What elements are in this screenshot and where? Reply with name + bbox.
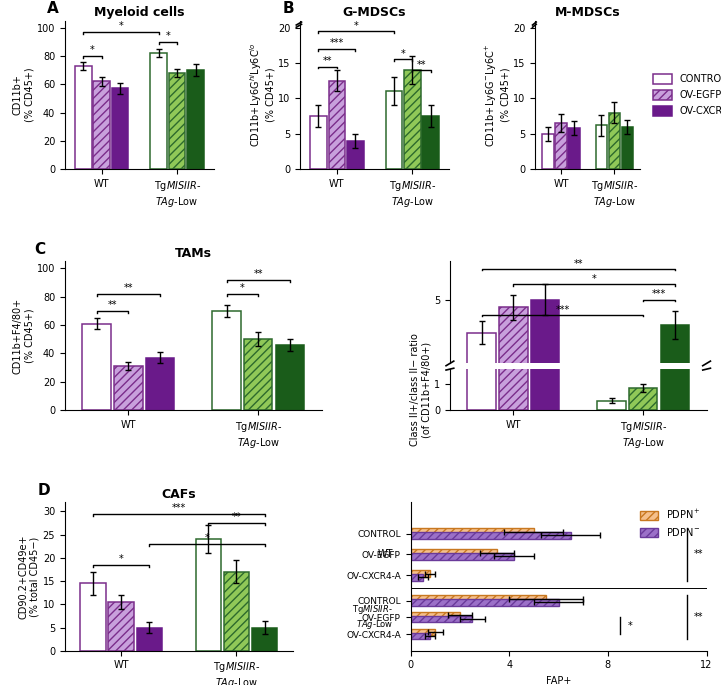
Bar: [568, 128, 580, 169]
Title: G-MDSCs: G-MDSCs: [342, 6, 407, 19]
Text: *: *: [354, 21, 358, 31]
Bar: [310, 116, 327, 169]
Bar: [660, 305, 689, 410]
Text: *: *: [119, 554, 123, 564]
Text: **: **: [107, 300, 118, 310]
Bar: [499, 308, 528, 427]
Bar: [114, 366, 143, 410]
Title: TAMs: TAMs: [174, 247, 212, 260]
Legend: CONTROL, OV-EGFP, OV-CXCR4-A: CONTROL, OV-EGFP, OV-CXCR4-A: [649, 70, 721, 120]
Text: WT: WT: [378, 549, 393, 560]
Title: M-MDSCs: M-MDSCs: [555, 6, 621, 19]
Text: B: B: [282, 1, 293, 16]
Bar: [499, 286, 528, 410]
Bar: [212, 311, 241, 410]
Bar: [622, 127, 633, 169]
Y-axis label: CD11b+Ly6G$^{-}$Ly6C$^{+}$
(% CD45+): CD11b+Ly6G$^{-}$Ly6C$^{+}$ (% CD45+): [484, 43, 510, 147]
Y-axis label: CD90.2+CD49e+
(% total CD45−): CD90.2+CD49e+ (% total CD45−): [18, 534, 40, 619]
Text: **: **: [694, 549, 704, 560]
Bar: [410, 612, 460, 619]
Text: **: **: [573, 259, 583, 269]
Title: Myeloid cells: Myeloid cells: [94, 6, 185, 19]
Bar: [187, 70, 204, 169]
Text: *: *: [401, 49, 405, 59]
Text: *: *: [240, 284, 244, 293]
Bar: [629, 406, 658, 427]
Bar: [410, 553, 514, 560]
Bar: [195, 539, 221, 651]
Bar: [410, 549, 497, 556]
Bar: [347, 141, 363, 169]
Text: *: *: [627, 621, 632, 631]
Text: ***: ***: [555, 305, 570, 314]
Text: **: **: [231, 512, 241, 523]
Bar: [410, 574, 423, 581]
Bar: [112, 88, 128, 169]
Bar: [136, 627, 162, 651]
Bar: [609, 112, 620, 169]
Text: **: **: [417, 60, 426, 69]
Bar: [542, 134, 554, 169]
Text: **: **: [123, 284, 133, 293]
Text: *: *: [592, 274, 596, 284]
Bar: [597, 401, 626, 410]
Bar: [410, 629, 435, 636]
Y-axis label: Class II+/class II− ratio
(of CD11b+F4/80+): Class II+/class II− ratio (of CD11b+F4/8…: [410, 333, 431, 446]
Text: **: **: [694, 612, 704, 622]
Text: **: **: [254, 269, 263, 279]
Bar: [94, 82, 110, 169]
Bar: [410, 532, 571, 539]
Text: *: *: [166, 32, 170, 41]
Text: *: *: [205, 534, 209, 543]
Bar: [146, 358, 174, 410]
Text: *: *: [119, 21, 123, 32]
Bar: [531, 278, 559, 410]
Text: Tg$\it{MISIIR}$-
$\it{TAg}$-Low: Tg$\it{MISIIR}$- $\it{TAg}$-Low: [353, 603, 393, 631]
Bar: [410, 616, 472, 623]
Title: CAFs: CAFs: [162, 488, 196, 501]
Bar: [252, 627, 277, 651]
Bar: [410, 528, 534, 535]
Text: D: D: [37, 483, 50, 498]
X-axis label: FAP+
(% total CD45−): FAP+ (% total CD45−): [518, 676, 598, 685]
Text: *: *: [90, 45, 95, 55]
Bar: [467, 333, 496, 427]
Text: ***: ***: [329, 38, 344, 48]
Bar: [75, 66, 92, 169]
Y-axis label: CD11b+
(% CD45+): CD11b+ (% CD45+): [12, 68, 34, 122]
Text: ***: ***: [652, 289, 666, 299]
Bar: [531, 299, 559, 427]
Text: ***: ***: [172, 503, 186, 513]
Bar: [597, 419, 626, 427]
Y-axis label: CD11b+F4/80+
(% CD45+): CD11b+F4/80+ (% CD45+): [12, 297, 34, 374]
Bar: [169, 73, 185, 169]
Bar: [386, 91, 402, 169]
Text: A: A: [47, 1, 58, 16]
Bar: [423, 116, 439, 169]
Bar: [555, 123, 567, 169]
Text: C: C: [34, 242, 45, 257]
Bar: [467, 312, 496, 410]
Bar: [80, 584, 106, 651]
Bar: [151, 53, 167, 169]
Bar: [410, 570, 430, 577]
Legend: PDPN$^+$, PDPN$^-$: PDPN$^+$, PDPN$^-$: [637, 504, 704, 542]
Bar: [596, 125, 607, 169]
Bar: [224, 572, 249, 651]
Bar: [244, 339, 273, 410]
Y-axis label: CD11b+Ly6G$^{hi}$Ly6C$^{lo}$
(% CD45+): CD11b+Ly6G$^{hi}$Ly6C$^{lo}$ (% CD45+): [248, 42, 275, 147]
Bar: [629, 388, 658, 410]
Text: **: **: [323, 56, 332, 66]
Bar: [329, 81, 345, 169]
Bar: [410, 599, 559, 606]
Bar: [410, 632, 430, 639]
Bar: [404, 70, 420, 169]
Bar: [108, 602, 134, 651]
Bar: [410, 595, 547, 602]
Bar: [82, 323, 111, 410]
Bar: [275, 345, 304, 410]
Bar: [660, 325, 689, 427]
